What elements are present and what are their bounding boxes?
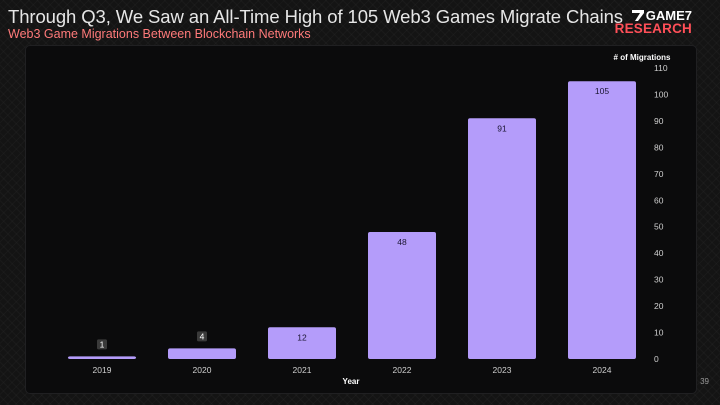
- data-label-bg-2020: [197, 331, 207, 342]
- game7-research-logo: GAME7 RESEARCH: [615, 9, 692, 36]
- data-label-2024: 105: [595, 86, 609, 96]
- y-tick-0: 0: [654, 354, 659, 364]
- bar-2023: [468, 118, 536, 359]
- x-tick-2019: 2019: [93, 365, 112, 375]
- y-tick-90: 90: [654, 116, 664, 126]
- x-tick-2022: 2022: [393, 365, 412, 375]
- data-label-2023: 91: [497, 123, 507, 133]
- bar-2022: [368, 232, 436, 359]
- y-tick-60: 60: [654, 195, 664, 205]
- y-tick-100: 100: [654, 89, 668, 99]
- bars-layer: [68, 81, 636, 360]
- data-label-2021: 12: [297, 332, 307, 342]
- page-number: 39: [700, 377, 709, 386]
- x-tick-2024: 2024: [593, 365, 612, 375]
- y-tick-50: 50: [654, 222, 664, 232]
- x-tick-labels-layer: 2019 2020 2021 2022 2023 2024: [93, 365, 612, 375]
- data-label-bg-2019: [97, 339, 107, 350]
- y-tick-30: 30: [654, 275, 664, 285]
- y-tick-40: 40: [654, 248, 664, 258]
- data-labels-layer: 1 4 12 48 91 105: [97, 86, 609, 350]
- bar-2020: [168, 348, 236, 359]
- data-label-2020: 4: [200, 331, 205, 341]
- y-tick-70: 70: [654, 169, 664, 179]
- y-tick-110: 110: [654, 63, 668, 73]
- data-label-2019: 1: [100, 339, 105, 349]
- y-tick-80: 80: [654, 142, 664, 152]
- bar-2024: [568, 81, 636, 360]
- logo-line2: RESEARCH: [614, 21, 692, 36]
- y-axis-label: # of Migrations: [614, 53, 671, 62]
- x-tick-2021: 2021: [293, 365, 312, 375]
- data-label-2022: 48: [397, 237, 407, 247]
- x-tick-2023: 2023: [493, 365, 512, 375]
- bar-2019: [68, 356, 136, 359]
- chart-title: Through Q3, We Saw an All-Time High of 1…: [8, 6, 623, 27]
- game7-mark-icon: [631, 10, 644, 21]
- y-tick-20: 20: [654, 301, 664, 311]
- bar-2021: [268, 327, 336, 359]
- y-tick-labels-layer: 0 10 20 30 40 50 60 70 80 90 100 110: [654, 63, 668, 364]
- x-axis-label: Year: [343, 377, 360, 386]
- chart-subtitle: Web3 Game Migrations Between Blockchain …: [8, 27, 311, 41]
- x-tick-2020: 2020: [193, 365, 212, 375]
- logo-line1: GAME7: [645, 8, 692, 23]
- y-tick-10: 10: [654, 328, 664, 338]
